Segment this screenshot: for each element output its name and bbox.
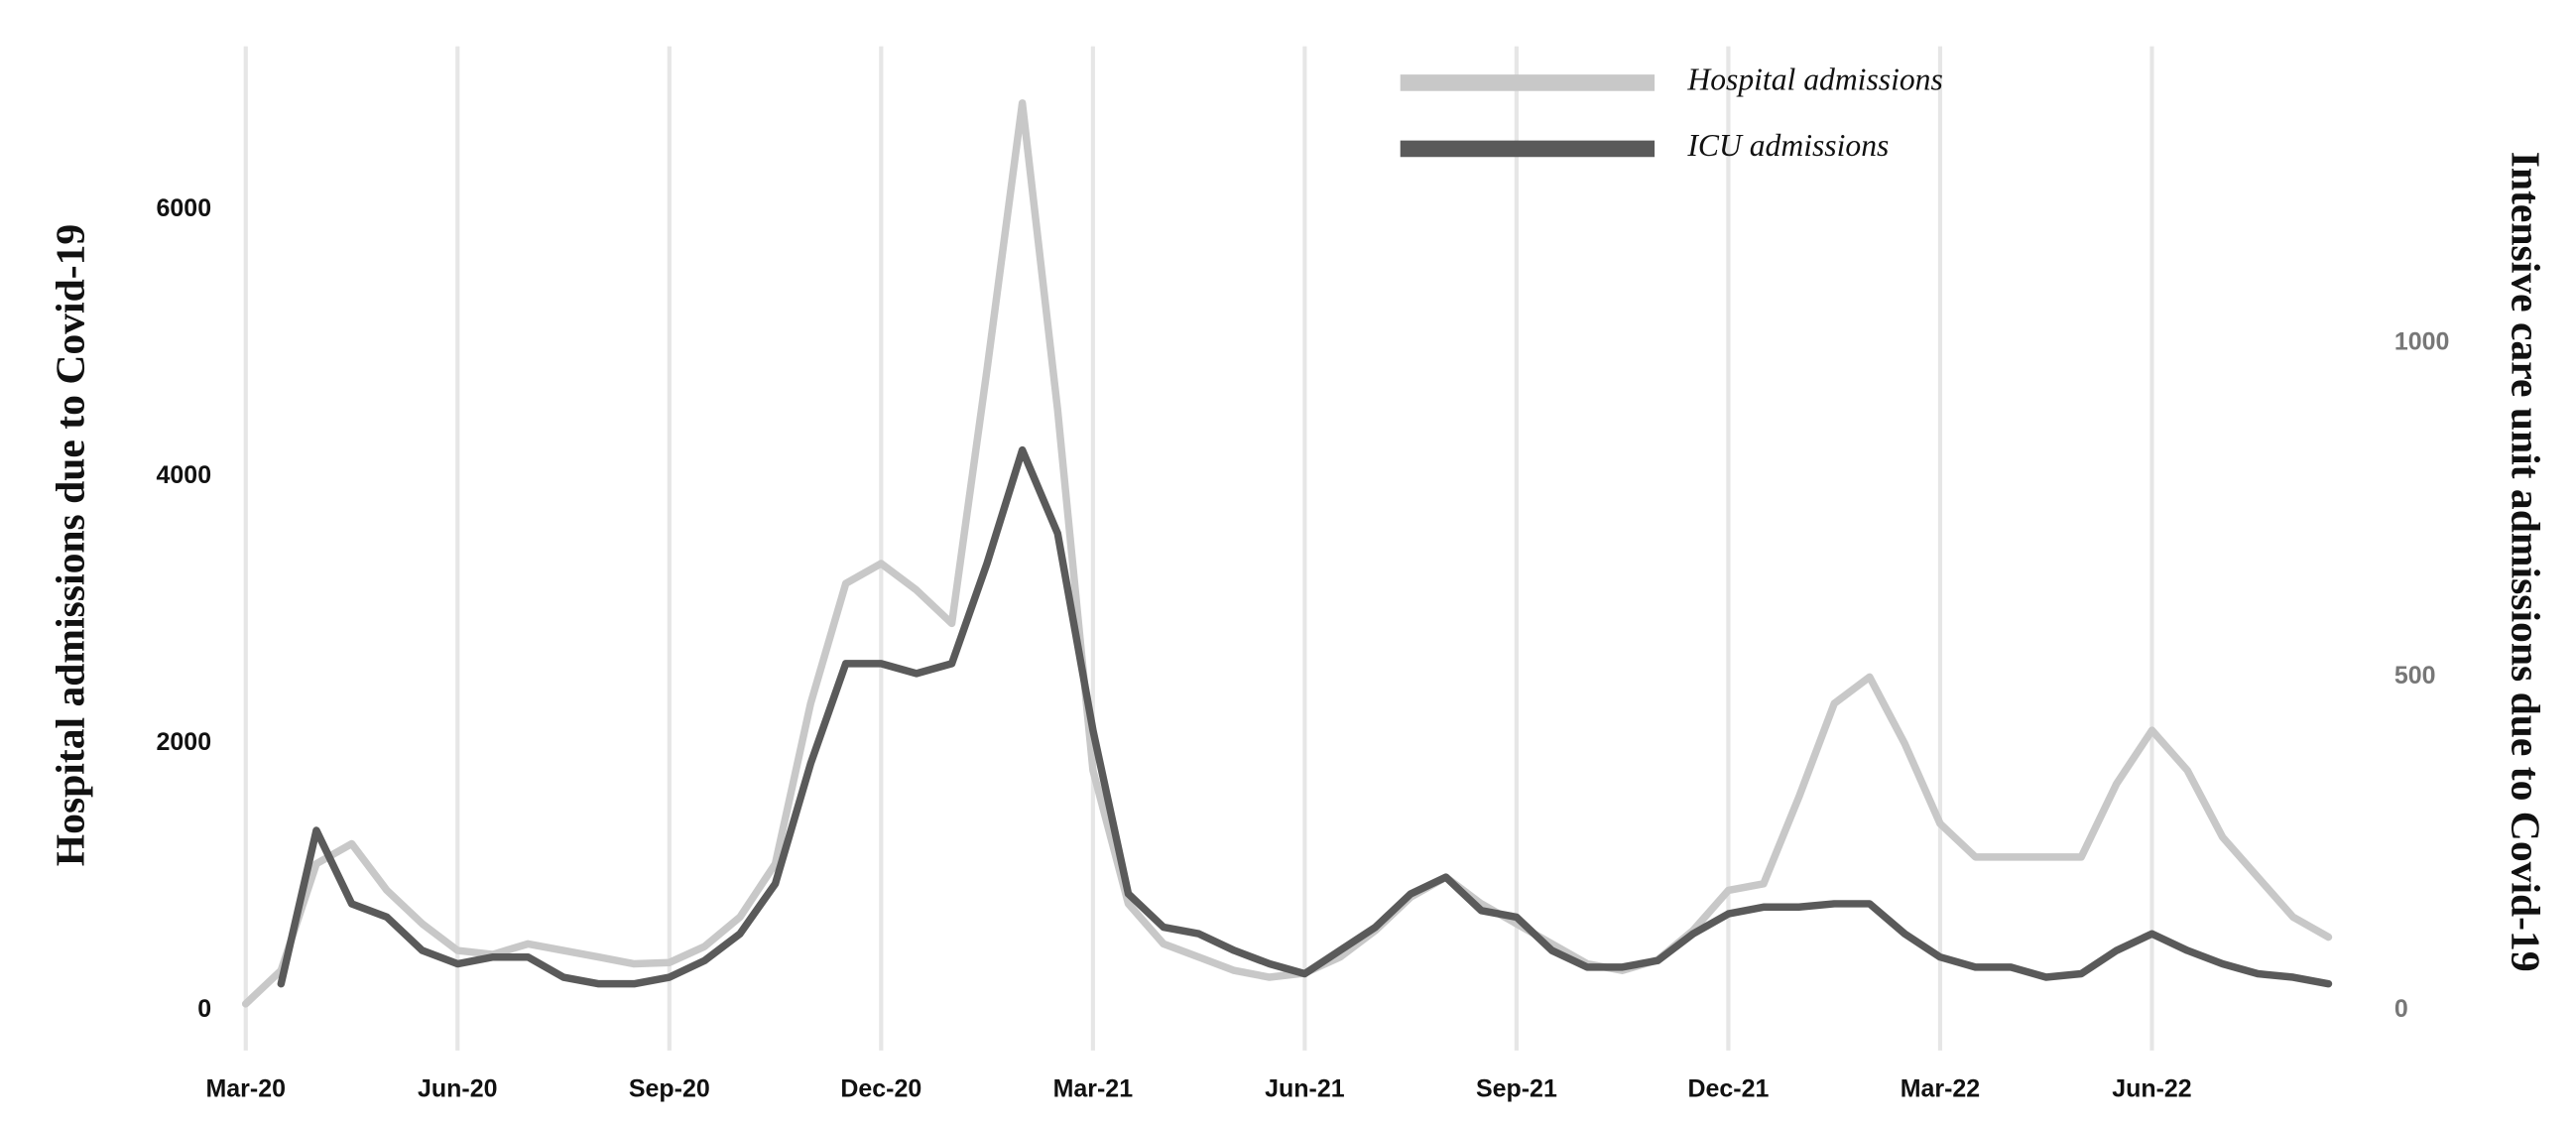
y2-tick-label: 1000 — [2394, 328, 2450, 356]
x-tick-label: Mar-20 — [206, 1074, 287, 1102]
y-axis-title: Hospital admissions due to Covid-19 — [48, 224, 93, 866]
x-tick-label: Jun-20 — [418, 1074, 497, 1102]
y2-tick-label: 0 — [2394, 995, 2408, 1023]
x-tick-label: Jun-22 — [2112, 1074, 2191, 1102]
y-tick-label: 6000 — [157, 194, 212, 222]
series-line — [277, 445, 2333, 988]
x-tick-label: Sep-21 — [1476, 1074, 1557, 1102]
x-tick-label: Mar-21 — [1053, 1074, 1134, 1102]
series-line — [241, 99, 2333, 1008]
y-tick-label: 2000 — [157, 728, 212, 756]
y2-tick-label: 500 — [2394, 662, 2436, 690]
legend-label: Hospital admissions — [1686, 63, 1942, 97]
x-tick-label: Sep-20 — [629, 1074, 710, 1102]
y-tick-label: 0 — [197, 995, 211, 1023]
x-tick-label: Jun-21 — [1265, 1074, 1345, 1102]
y2-axis-title: Intensive care unit admissions due to Co… — [2503, 152, 2548, 972]
x-tick-label: Dec-20 — [840, 1074, 921, 1102]
y-tick-label: 4000 — [157, 461, 212, 489]
legend-label: ICU admissions — [1686, 128, 1889, 163]
x-tick-label: Mar-22 — [1901, 1074, 1981, 1102]
x-tick-label: Dec-21 — [1687, 1074, 1769, 1102]
